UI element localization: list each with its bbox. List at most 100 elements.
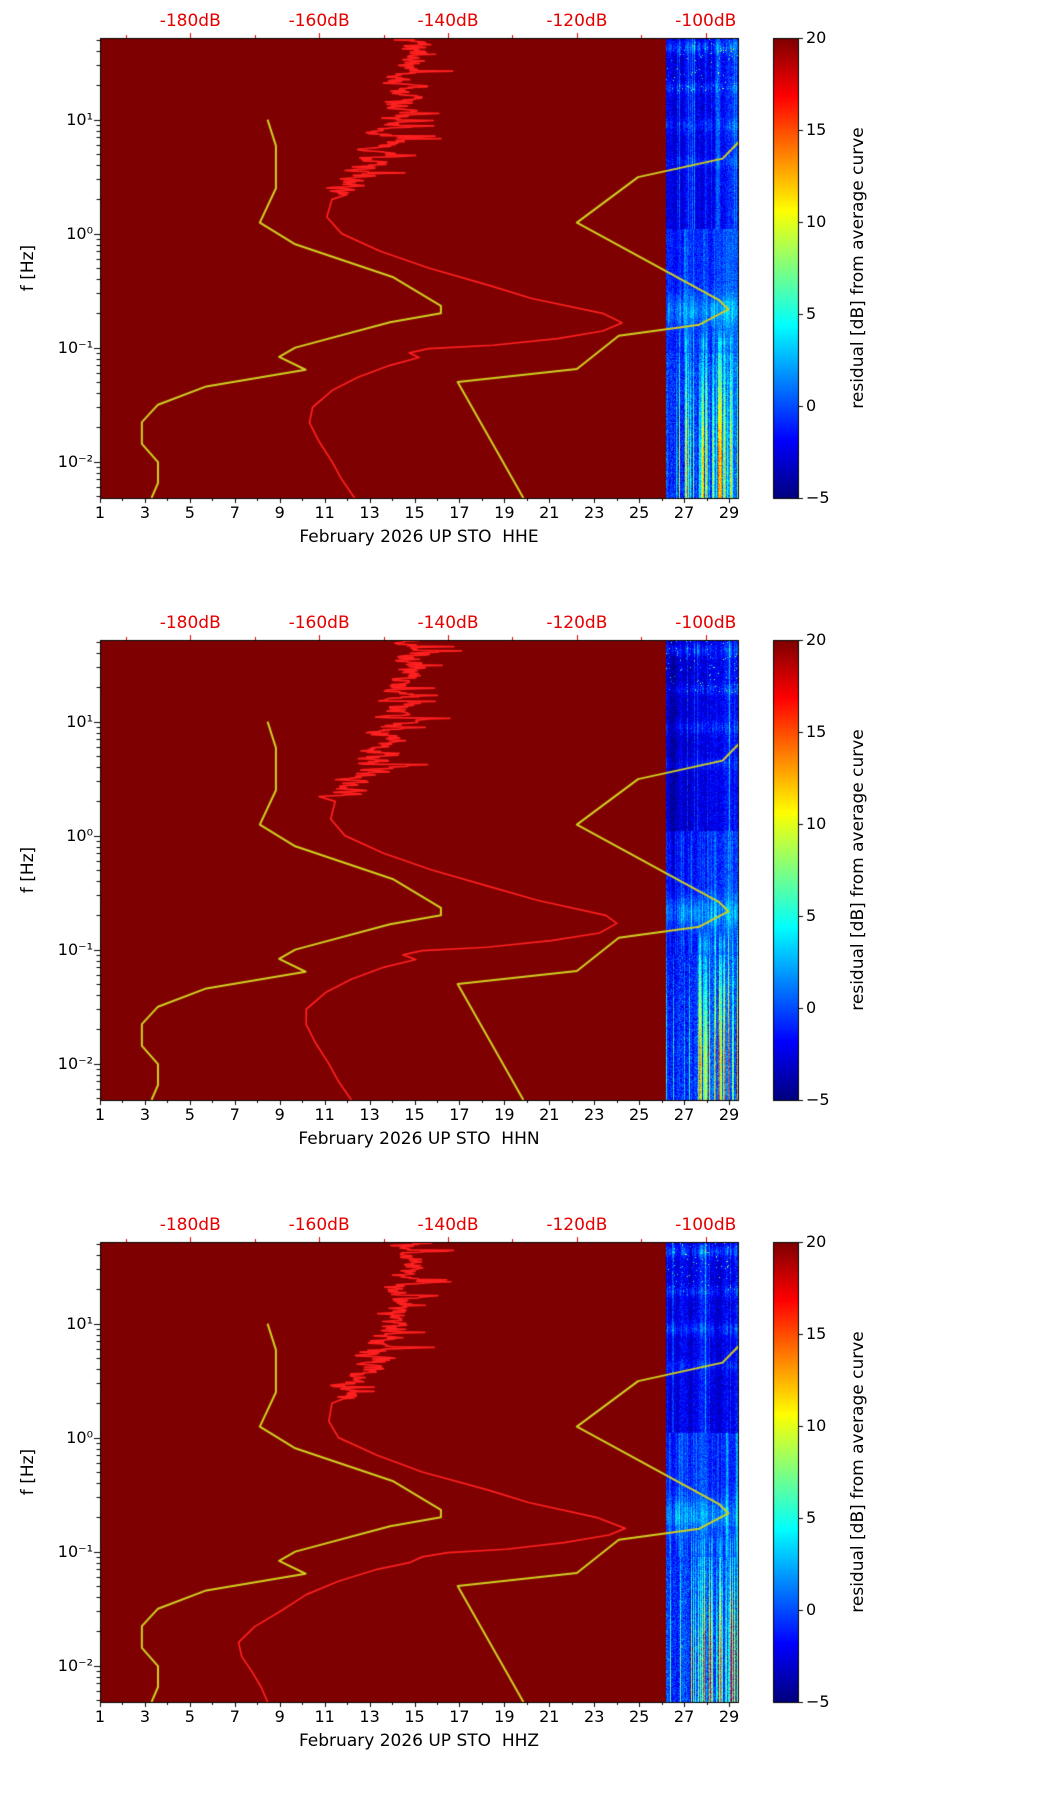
colorbar-tick-label: 15 [806, 1323, 827, 1343]
x-tick-label: 17 [449, 1105, 470, 1124]
top-axis-tick-label: -160dB [288, 11, 350, 31]
colorbar-tick-label: 20 [806, 1231, 827, 1251]
x-tick-label: 19 [494, 1707, 515, 1726]
y-tick-label: 10⁰ [66, 825, 93, 845]
x-tick-label: 1 [94, 1707, 106, 1726]
top-axis-tick-label: -100dB [675, 1215, 737, 1235]
x-tick-label: 29 [718, 1105, 740, 1124]
top-axis-tick-label: -180dB [159, 613, 221, 633]
y-axis-label: f [Hz] [18, 244, 38, 292]
spectrogram-canvas-hhz [0, 1204, 1052, 1806]
y-tick-label: 10⁻¹ [57, 337, 93, 357]
y-tick-label: 10¹ [66, 711, 93, 731]
x-tick-label: 9 [274, 1105, 285, 1124]
y-tick-label: 10⁻² [57, 451, 93, 471]
x-axis-label: February 2026 UP STO HHZ [298, 1731, 540, 1751]
colorbar-tick-label: 15 [806, 721, 827, 741]
x-tick-label: 25 [628, 503, 650, 522]
colorbar-tick-label: 15 [806, 119, 827, 139]
x-axis-label: February 2026 UP STO HHE [299, 527, 539, 547]
y-tick-label: 10⁻² [57, 1053, 93, 1073]
y-tick-label: 10⁰ [66, 1427, 93, 1447]
x-tick-label: 19 [494, 503, 515, 522]
y-tick-label: 10⁻² [57, 1655, 93, 1675]
colorbar-label: residual [dB] from average curve [848, 127, 868, 409]
x-tick-label: 5 [184, 503, 195, 522]
x-tick-label: 27 [673, 1707, 695, 1726]
top-axis-tick-label: -120dB [546, 1215, 608, 1235]
x-tick-label: 23 [584, 1707, 605, 1726]
x-tick-label: 13 [359, 1105, 380, 1124]
colorbar-tick-label: 5 [806, 303, 817, 323]
labels-hhz: f [Hz] February 2026 UP STO HHZ residual… [0, 1204, 1052, 1806]
top-axis-tick-label: -140dB [417, 613, 479, 633]
x-tick-label: 5 [184, 1105, 195, 1124]
x-tick-label: 15 [404, 1105, 425, 1124]
y-tick-label: 10⁻¹ [57, 1541, 93, 1561]
labels-hhn: f [Hz] February 2026 UP STO HHN residual… [0, 602, 1052, 1204]
colorbar-tick-label: −5 [806, 487, 830, 507]
x-tick-label: 25 [628, 1707, 650, 1726]
top-axis-tick-label: -120dB [546, 613, 608, 633]
y-axis-label: f [Hz] [18, 846, 38, 894]
x-tick-label: 9 [274, 1707, 285, 1726]
x-tick-label: 7 [229, 1105, 240, 1124]
colorbar-tick-label: 20 [806, 629, 827, 649]
colorbar-tick-label: 10 [806, 813, 827, 833]
top-axis-tick-label: -160dB [288, 1215, 350, 1235]
x-tick-label: 21 [539, 503, 560, 522]
x-tick-label: 29 [718, 1707, 740, 1726]
x-tick-label: 1 [94, 1105, 106, 1124]
panel-hhn: f [Hz] February 2026 UP STO HHN residual… [0, 602, 1052, 1204]
x-tick-label: 21 [539, 1105, 560, 1124]
x-tick-label: 27 [673, 503, 695, 522]
x-tick-label: 7 [229, 1707, 240, 1726]
x-tick-label: 25 [628, 1105, 650, 1124]
x-tick-label: 11 [314, 503, 335, 522]
x-tick-label: 17 [449, 1707, 470, 1726]
top-axis-tick-label: -140dB [417, 1215, 479, 1235]
x-tick-label: 21 [539, 1707, 560, 1726]
colorbar-tick-label: −5 [806, 1691, 830, 1711]
colorbar-tick-label: 20 [806, 27, 827, 47]
spectrogram-canvas-hhn [0, 602, 1052, 1204]
top-axis-tick-label: -180dB [159, 11, 221, 31]
colorbar-tick-label: 0 [806, 395, 817, 415]
colorbar-tick-label: 10 [806, 1415, 827, 1435]
x-tick-label: 1 [94, 503, 106, 522]
colorbar-tick-label: 5 [806, 1507, 817, 1527]
x-tick-label: 11 [314, 1707, 335, 1726]
top-axis-tick-label: -100dB [675, 613, 737, 633]
x-tick-label: 27 [673, 1105, 695, 1124]
top-axis-tick-label: -140dB [417, 11, 479, 31]
top-axis-tick-label: -180dB [159, 1215, 221, 1235]
x-tick-label: 7 [229, 503, 240, 522]
x-tick-label: 3 [139, 1105, 151, 1124]
colorbar-tick-label: 10 [806, 211, 827, 231]
y-tick-label: 10¹ [66, 1313, 93, 1333]
x-tick-label: 17 [449, 503, 470, 522]
x-tick-label: 23 [584, 1105, 605, 1124]
colorbar-tick-label: 5 [806, 905, 817, 925]
top-axis-tick-label: -120dB [546, 11, 608, 31]
colorbar-label: residual [dB] from average curve [848, 729, 868, 1011]
spectrogram-canvas-hhe [0, 0, 1052, 602]
x-tick-label: 15 [404, 1707, 425, 1726]
x-tick-label: 13 [359, 1707, 380, 1726]
x-tick-label: 3 [139, 503, 151, 522]
y-tick-label: 10⁰ [66, 223, 93, 243]
x-tick-label: 5 [184, 1707, 195, 1726]
x-tick-label: 3 [139, 1707, 151, 1726]
colorbar-tick-label: −5 [806, 1089, 830, 1109]
panel-hhz: f [Hz] February 2026 UP STO HHZ residual… [0, 1204, 1052, 1806]
colorbar-label: residual [dB] from average curve [848, 1331, 868, 1613]
y-tick-label: 10¹ [66, 109, 93, 129]
x-tick-label: 13 [359, 503, 380, 522]
colorbar-tick-label: 0 [806, 997, 817, 1017]
x-tick-label: 11 [314, 1105, 335, 1124]
colorbar-tick-label: 0 [806, 1599, 817, 1619]
x-tick-label: 9 [274, 503, 285, 522]
x-tick-label: 29 [718, 503, 740, 522]
y-tick-label: 10⁻¹ [57, 939, 93, 959]
